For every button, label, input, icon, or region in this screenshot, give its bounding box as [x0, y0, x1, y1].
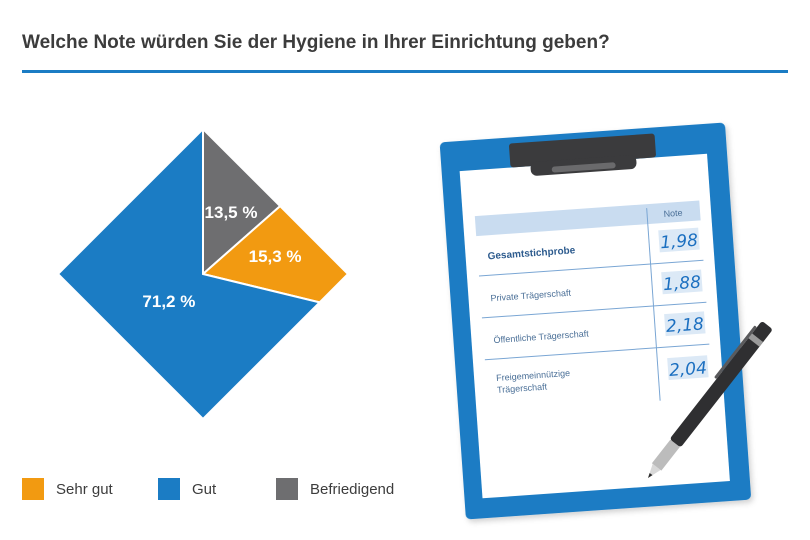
chart-title: Welche Note würden Sie der Hygiene in Ih… — [22, 32, 610, 53]
table-row-label-frei-2: Trägerschaft — [497, 381, 548, 395]
title-divider — [22, 70, 788, 73]
pie-label-sehr-gut: 15,3 % — [249, 247, 302, 266]
pie-slice-gut — [56, 126, 322, 421]
pen-icon — [648, 322, 772, 478]
legend-swatch-befriedigend — [276, 478, 298, 500]
table-value-privat: 1,88 — [662, 273, 701, 296]
legend-item-gut: Gut — [158, 478, 216, 500]
legend-label-sehr-gut: Sehr gut — [56, 480, 113, 498]
legend-label-gut: Gut — [192, 480, 217, 498]
legend-swatch-gut — [158, 478, 180, 500]
pie-label-gut: 71,2 % — [142, 292, 195, 311]
legend-item-befriedigend: Befriedigend — [276, 478, 394, 500]
table-value-gesamt: 1,98 — [660, 231, 699, 254]
legend-swatch-sehr-gut — [22, 478, 44, 500]
pie-label-befriedigend: 13,5 % — [205, 203, 258, 222]
table-value-frei: 2,04 — [668, 358, 707, 381]
table-header-bg — [474, 200, 701, 237]
table-header-note: Note — [663, 208, 683, 219]
legend-label-befriedigend: Befriedigend — [310, 480, 395, 498]
legend-item-sehr-gut: Sehr gut — [22, 478, 113, 500]
table-value-oeffentlich: 2,18 — [665, 314, 704, 337]
diamond-pie-chart: 13,5 % 15,3 % 71,2 % — [56, 126, 350, 421]
